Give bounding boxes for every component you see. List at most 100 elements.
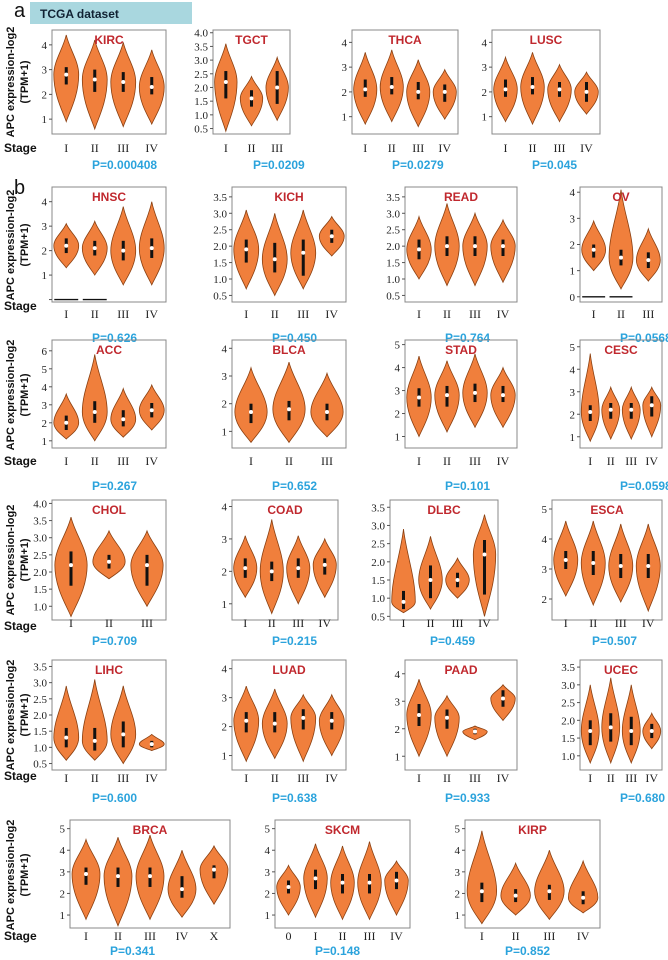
- p-value: P=0.600: [92, 791, 137, 805]
- y-tick-label: 2.0: [561, 715, 575, 727]
- panel-title: COAD: [267, 503, 303, 517]
- median-dot: [649, 728, 654, 733]
- y-tick-label: 1.5: [213, 258, 227, 270]
- y-tick-label: 2.0: [33, 710, 47, 722]
- panel-title: KIRP: [518, 823, 547, 837]
- median-dot: [591, 247, 596, 252]
- y-tick-label: 2: [455, 888, 461, 900]
- y-tick-label: 2: [42, 89, 48, 101]
- median-dot: [584, 89, 589, 94]
- x-tick-label: I: [564, 616, 568, 630]
- stage-label: Stage: [4, 619, 37, 633]
- median-dot: [503, 87, 508, 92]
- median-dot: [149, 408, 154, 413]
- x-tick-label: I: [588, 771, 592, 785]
- plot-frame: [404, 186, 518, 303]
- p-value: P=0.638: [272, 791, 317, 805]
- y-tick-label: 3.0: [194, 55, 208, 67]
- y-tick-label: 1: [265, 910, 271, 922]
- p-value: P=0.0279: [392, 158, 444, 172]
- panel-title: READ: [444, 190, 478, 204]
- y-tick-label: 3: [60, 867, 66, 879]
- panel-title: CHOL: [92, 503, 126, 517]
- violin-I: [466, 830, 498, 925]
- panel-title: THCA: [388, 33, 422, 47]
- median-dot: [482, 552, 487, 557]
- y-tick-label: 0.5: [194, 124, 208, 136]
- median-dot: [121, 417, 126, 422]
- y-tick-label: 5: [542, 504, 548, 516]
- plot-frame: [579, 339, 663, 449]
- y-tick-label: 3.5: [213, 192, 227, 204]
- plot-frame: [351, 29, 459, 135]
- x-tick-label: IV: [497, 307, 510, 321]
- y-tick-label: 4: [222, 501, 228, 513]
- x-tick-label: I: [243, 616, 247, 630]
- y-tick-label: 3: [570, 387, 576, 399]
- x-tick-label: III: [625, 454, 637, 468]
- x-tick-label: I: [249, 454, 253, 468]
- median-dot: [149, 84, 154, 89]
- median-dot: [445, 244, 449, 249]
- median-dot: [286, 884, 291, 889]
- y-tick-label: 2.5: [561, 698, 575, 710]
- y-tick-label: 2: [570, 240, 576, 252]
- y-tick-label: 6: [42, 346, 48, 358]
- y-tick-label: 1.0: [386, 274, 400, 286]
- y-tick-label: 1.0: [194, 110, 208, 122]
- y-tick-label: 0.5: [213, 290, 227, 302]
- y-tick-label: 0: [570, 292, 576, 304]
- x-tick-label: II: [589, 616, 597, 630]
- p-value: P=0.450: [272, 331, 317, 345]
- x-tick-label: I: [244, 771, 248, 785]
- p-value: P=0.507: [592, 634, 637, 648]
- y-tick-label: 3.0: [33, 533, 47, 545]
- median-dot: [64, 735, 69, 740]
- median-dot: [513, 893, 518, 898]
- median-dot: [92, 246, 97, 251]
- y-tick-label: 1: [222, 426, 228, 438]
- y-axis-label-unit: (TPM+1): [19, 693, 31, 736]
- x-tick-label: III: [543, 929, 555, 943]
- median-dot: [394, 878, 399, 883]
- y-tick-label: 3: [542, 564, 548, 576]
- x-tick-label: III: [469, 454, 481, 468]
- x-tick-label: IV: [478, 616, 491, 630]
- x-tick-label: IV: [497, 771, 510, 785]
- x-tick-label: II: [617, 307, 625, 321]
- y-tick-label: 1: [222, 751, 228, 763]
- stage-label: Stage: [4, 769, 37, 783]
- y-tick-label: 3: [395, 386, 401, 398]
- x-tick-label: IV: [145, 771, 158, 785]
- x-tick-label: IV: [580, 141, 593, 155]
- panel-a-label: a: [14, 0, 26, 22]
- y-tick-label: 5: [265, 824, 271, 836]
- p-value: P=0.459: [430, 634, 475, 648]
- y-tick-label: 5: [570, 342, 576, 354]
- median-dot: [363, 87, 368, 92]
- y-tick-label: 5: [42, 364, 48, 376]
- x-tick-label: III: [297, 771, 309, 785]
- plot-frame: [51, 29, 167, 135]
- y-tick-label: 2: [42, 246, 48, 258]
- p-value: P=0.626: [92, 331, 137, 345]
- median-dot: [646, 258, 651, 263]
- x-tick-label: IV: [145, 454, 158, 468]
- panel-title: STAD: [445, 343, 477, 357]
- violin-I: [580, 353, 600, 443]
- x-tick-label: III: [615, 616, 627, 630]
- x-tick-label: III: [117, 307, 129, 321]
- y-tick-label: 4: [570, 187, 576, 199]
- plot-frame: [464, 819, 601, 929]
- y-axis-label: APC expression-log2: [5, 505, 17, 616]
- x-tick-label: III: [141, 616, 153, 630]
- x-tick-label: III: [625, 771, 637, 785]
- x-tick-label: I: [417, 454, 421, 468]
- x-tick-label: I: [417, 307, 421, 321]
- panel-title: ACC: [96, 343, 122, 357]
- median-dot: [563, 558, 568, 562]
- median-dot: [180, 887, 184, 892]
- x-tick-label: II: [512, 929, 520, 943]
- y-tick-label: 4: [395, 669, 401, 681]
